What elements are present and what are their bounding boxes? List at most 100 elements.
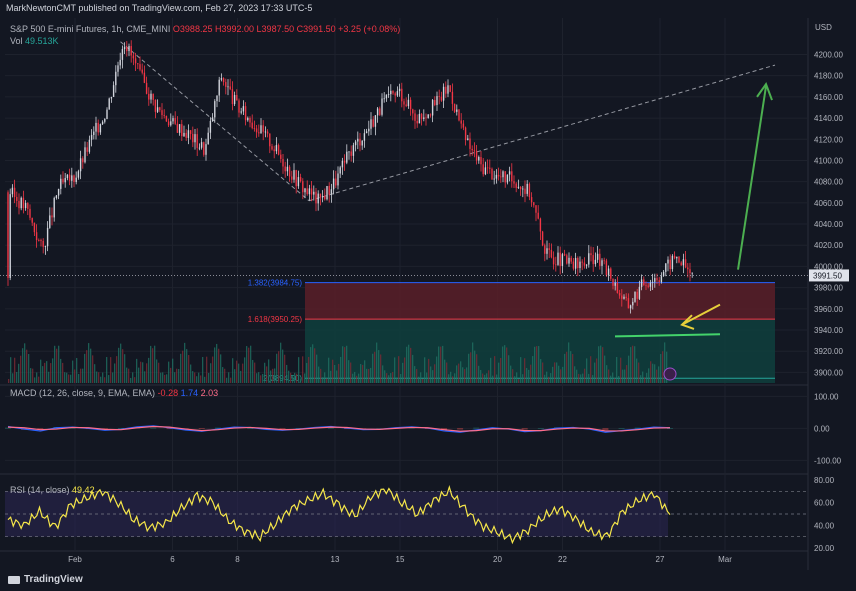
volume-bar bbox=[450, 371, 452, 383]
candle-body bbox=[304, 188, 306, 193]
volume-bar bbox=[342, 346, 344, 383]
volume-bar bbox=[208, 372, 210, 383]
candle-body bbox=[172, 118, 174, 122]
price-tick-label: 4100.00 bbox=[814, 156, 843, 165]
volume-bar bbox=[56, 348, 58, 383]
rsi-label: RSI (14, close) bbox=[10, 485, 70, 495]
volume-bar bbox=[244, 357, 246, 383]
candle-body bbox=[178, 124, 181, 133]
volume-bar bbox=[210, 363, 212, 383]
volume-bar bbox=[580, 374, 582, 383]
macd-legend[interactable]: MACD (12, 26, close, 9, EMA, EMA) -0.28 … bbox=[10, 388, 218, 398]
volume-bar bbox=[464, 369, 466, 383]
candle-body bbox=[297, 177, 300, 187]
rsi-legend[interactable]: RSI (14, close) 49.42 bbox=[10, 485, 95, 495]
candle-body bbox=[282, 158, 284, 167]
candle-body bbox=[189, 130, 192, 134]
volume-bar bbox=[138, 367, 140, 383]
volume-legend[interactable]: Vol 49.513K bbox=[10, 36, 59, 46]
volume-bar bbox=[432, 370, 434, 383]
candle-body bbox=[326, 185, 328, 200]
candle-body bbox=[438, 96, 440, 97]
volume-bar bbox=[524, 358, 526, 383]
candle-body bbox=[383, 98, 385, 100]
volume-bar bbox=[396, 377, 398, 383]
candle-body bbox=[621, 295, 623, 299]
volume-bar bbox=[10, 357, 12, 383]
volume-bar bbox=[366, 368, 368, 383]
volume-bar bbox=[68, 374, 70, 383]
candle-body bbox=[568, 257, 570, 264]
volume-bar bbox=[570, 351, 572, 383]
candle-body bbox=[407, 99, 410, 107]
volume-bar bbox=[348, 360, 350, 383]
candle-body bbox=[266, 131, 269, 134]
candle-body bbox=[451, 91, 454, 104]
volume-bar bbox=[24, 343, 26, 383]
candle-body bbox=[467, 138, 469, 141]
volume-bar bbox=[480, 369, 482, 383]
projection-arrow-head bbox=[756, 82, 773, 101]
tradingview-logo[interactable]: TradingView bbox=[8, 574, 83, 585]
candle-body bbox=[346, 151, 348, 163]
candle-body bbox=[566, 255, 568, 264]
volume-bar bbox=[346, 345, 348, 383]
candle-body bbox=[396, 91, 399, 96]
candle-body bbox=[332, 178, 335, 190]
candle-body bbox=[594, 259, 597, 265]
candle-body bbox=[231, 89, 234, 105]
candle-body bbox=[132, 55, 135, 59]
candle-body bbox=[445, 86, 447, 94]
candle-body bbox=[489, 167, 491, 169]
volume-bar bbox=[290, 372, 292, 383]
volume-bar bbox=[232, 358, 234, 383]
volume-bar bbox=[482, 373, 484, 383]
candle-body bbox=[368, 128, 370, 132]
candle-body bbox=[44, 246, 47, 248]
volume-bars bbox=[8, 342, 668, 383]
volume-bar bbox=[204, 376, 206, 383]
support-arrow-head bbox=[680, 314, 695, 330]
candle-body bbox=[165, 116, 168, 122]
volume-bar bbox=[116, 356, 118, 383]
candle-body bbox=[18, 200, 20, 209]
volume-bar bbox=[266, 366, 268, 383]
volume-bar bbox=[608, 369, 610, 383]
volume-bar bbox=[618, 375, 620, 383]
candle-body bbox=[145, 82, 148, 94]
candle-body bbox=[357, 138, 359, 142]
candle-body bbox=[676, 256, 678, 259]
change-value: +3.25 (+0.08%) bbox=[338, 24, 401, 34]
candle-body bbox=[436, 96, 438, 106]
candle-body bbox=[77, 171, 80, 178]
volume-bar bbox=[658, 366, 660, 383]
candle-body bbox=[284, 166, 286, 172]
candle-body bbox=[115, 71, 117, 86]
candle-body bbox=[93, 131, 95, 135]
candle-body bbox=[557, 252, 559, 265]
volume-bar bbox=[158, 362, 160, 383]
volume-bar bbox=[334, 364, 336, 383]
candle-body bbox=[40, 240, 42, 241]
candle-body bbox=[315, 191, 317, 204]
candle-body bbox=[418, 113, 421, 124]
candle-body bbox=[519, 186, 522, 190]
price-legend[interactable]: S&P 500 E-mini Futures, 1h, CME_MINI O39… bbox=[10, 24, 400, 34]
volume-bar bbox=[160, 372, 162, 383]
candle-body bbox=[277, 145, 280, 155]
candle-body bbox=[255, 128, 258, 133]
volume-bar bbox=[194, 372, 196, 383]
volume-bar bbox=[378, 350, 380, 383]
candle-body bbox=[192, 133, 194, 143]
volume-bar bbox=[136, 358, 138, 383]
volume-bar bbox=[636, 358, 638, 383]
volume-bar bbox=[364, 360, 366, 383]
volume-bar bbox=[590, 356, 592, 383]
volume-bar bbox=[504, 345, 506, 383]
volume-bar bbox=[282, 349, 284, 383]
support-arrow bbox=[683, 303, 721, 325]
candle-body bbox=[273, 149, 275, 152]
volume-bar bbox=[66, 372, 68, 383]
volume-bar bbox=[236, 360, 238, 383]
candle-body bbox=[535, 205, 537, 213]
